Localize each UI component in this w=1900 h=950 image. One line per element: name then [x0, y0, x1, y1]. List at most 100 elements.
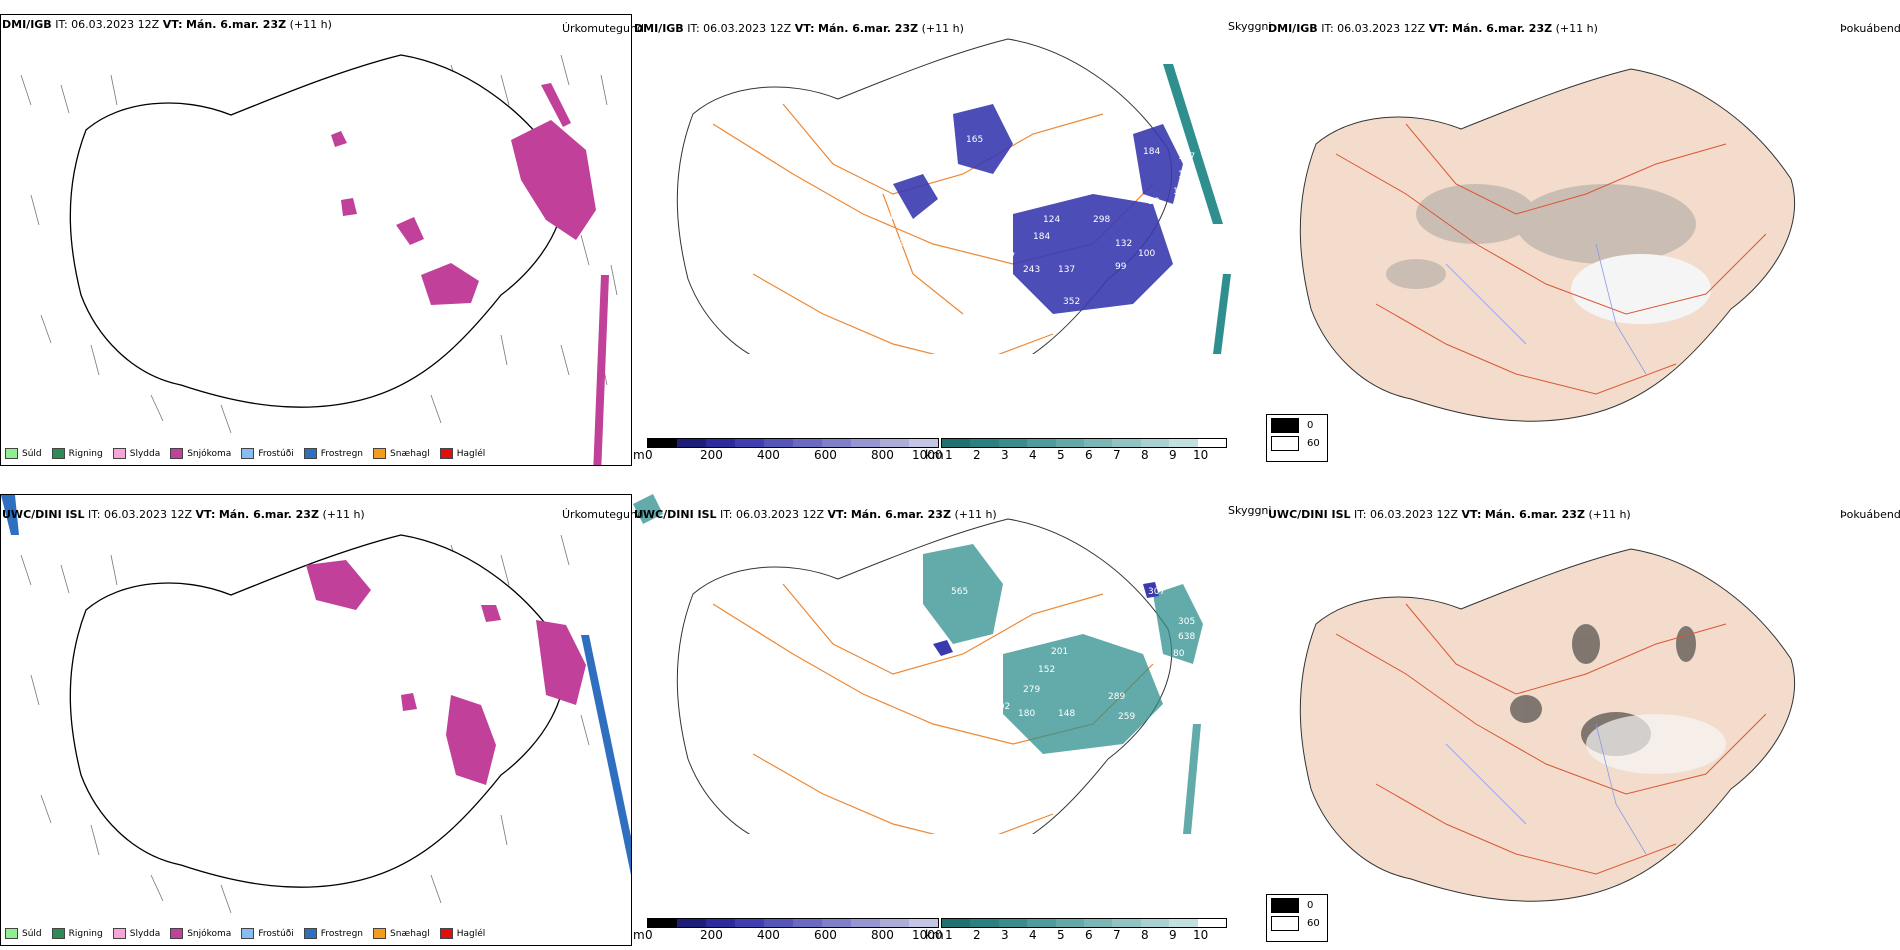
- road-network: [1335, 603, 1767, 875]
- cloud-label: 132: [1115, 239, 1132, 249]
- vt-label: VT:: [1428, 22, 1449, 35]
- colorbar-tick: 2: [973, 448, 981, 462]
- fog-panel-2: 0 60: [1266, 494, 1900, 946]
- legend-swatch: [5, 448, 18, 459]
- vt-value: Mán. 6.mar. 23Z: [186, 18, 287, 31]
- cloud-label: 243: [1023, 265, 1040, 275]
- colorbar-tick: 600: [814, 448, 837, 462]
- legend-label: Súld: [22, 448, 42, 459]
- vt-label: VT:: [162, 18, 183, 31]
- legend-label: Snjókoma: [187, 448, 232, 459]
- iceland-fill: [1299, 548, 1796, 902]
- road-network: [1335, 123, 1767, 395]
- snowfall-areas: [306, 560, 586, 785]
- it-label: IT:: [720, 508, 733, 521]
- colorbar-tick: 400: [757, 928, 780, 942]
- legend-item: Snæhagl: [373, 928, 430, 939]
- legend-label: Snæhagl: [390, 448, 430, 459]
- colorbar-tick: 6: [1085, 928, 1093, 942]
- rivers: [1445, 723, 1647, 855]
- cloud-label: 153: [955, 235, 972, 245]
- colorbar-tick: 9: [1169, 928, 1177, 942]
- cloud-label: 100: [1138, 249, 1155, 259]
- visibility-streak: [1163, 64, 1231, 354]
- freezing-rain-areas: [1, 495, 631, 875]
- legend-item: Frostúði: [241, 448, 294, 459]
- legend-item: Haglél: [439, 928, 486, 939]
- colorbar-tick: 10: [1193, 928, 1209, 942]
- legend-swatch: [241, 928, 255, 939]
- colorbar-tick: 3: [1001, 448, 1009, 462]
- model-name: UWC/DINI ISL: [1268, 508, 1351, 521]
- cloud-label: 148: [1058, 709, 1075, 719]
- glacier-area: [1571, 254, 1711, 324]
- legend-item: Frostregn: [303, 928, 363, 939]
- fog-key-value: 0: [1307, 900, 1314, 911]
- colorbar: [941, 438, 1227, 448]
- fog-key-swatch: [1271, 436, 1299, 451]
- fog-key-2: 0 60: [1266, 894, 1328, 942]
- legend-label: Haglél: [456, 928, 486, 939]
- iceland-outline: [676, 518, 1173, 834]
- fog-key-row: 0: [1271, 418, 1323, 433]
- colorbar-unit: m: [633, 928, 645, 942]
- legend-item: Snjókoma: [170, 448, 231, 459]
- model-name: DMI/IGB: [634, 22, 684, 35]
- colorbar-tick: 9: [1169, 448, 1177, 462]
- legend-swatch: [439, 448, 453, 459]
- legend-item: Rigning: [51, 928, 103, 939]
- lead-time: (+11 h): [289, 18, 332, 31]
- cloud-label: 184: [1033, 232, 1050, 242]
- cloud-label: 211: [898, 239, 915, 249]
- iceland-outline: [69, 534, 566, 888]
- colorbar-tick: 8: [1141, 448, 1149, 462]
- legend-swatch: [112, 928, 126, 939]
- colorbar-tick: 0: [645, 928, 653, 942]
- cloud-label: 298: [1093, 215, 1110, 225]
- legend-item: Slydda: [112, 928, 160, 939]
- fog-shading: [1386, 184, 1696, 289]
- cloud-base-colorbar-2: m 0 200 400 600 800 1000: [633, 918, 943, 946]
- colorbar-unit: km: [925, 448, 944, 462]
- it-value: 06.03.2023 12Z: [1370, 508, 1459, 521]
- panel-title-fog-2: Þokuábendi: [1840, 508, 1900, 521]
- cloud-label: 327: [998, 252, 1015, 262]
- legend-swatch: [51, 928, 65, 939]
- legend-label: Haglél: [456, 448, 486, 459]
- legend-swatch: [170, 448, 184, 459]
- cloud-label: 314: [883, 212, 900, 222]
- vt-value: Mán. 6.mar. 23Z: [1484, 508, 1585, 521]
- rivers: [1445, 243, 1647, 375]
- lead-time: (+11 h): [921, 22, 964, 35]
- legend-item: Frostúði: [241, 928, 294, 939]
- panel-title-precip-2: Úrkomutegund: [562, 508, 644, 521]
- legend-item: Slydda: [112, 448, 160, 459]
- cloud-panel-1: 165 116 314 211 153 124 184 293 184 298 …: [633, 14, 1265, 466]
- colorbar: [647, 438, 939, 448]
- cloud-label: 307: [1148, 587, 1165, 597]
- it-value: 06.03.2023 12Z: [104, 508, 193, 521]
- legend-item: Snjókoma: [170, 928, 231, 939]
- header-fog-1: DMI/IGB IT: 06.03.2023 12Z VT: Mán. 6.ma…: [1268, 22, 1598, 35]
- legend-swatch: [170, 928, 184, 939]
- colorbar-tick: 7: [1113, 448, 1121, 462]
- it-label: IT:: [1354, 508, 1367, 521]
- cloud-label: 165: [966, 135, 983, 145]
- lead-time: (+11 h): [954, 508, 997, 521]
- legend-item: Rigning: [51, 448, 103, 459]
- cloud-label: 137: [1058, 265, 1075, 275]
- cloud-label: 180: [1018, 709, 1035, 719]
- legend-swatch: [241, 448, 255, 459]
- colorbar-tick: 1: [945, 448, 953, 462]
- colorbar: [941, 918, 1227, 928]
- colorbar-tick: 5: [1057, 928, 1065, 942]
- vt-value: Mán. 6.mar. 23Z: [1452, 22, 1553, 35]
- panel-title-cloud-1: Skyggni: [1228, 20, 1272, 33]
- colorbar-tick: 3: [1001, 928, 1009, 942]
- legend-label: Snjókoma: [187, 928, 232, 939]
- header-precip-1: DMI/IGB IT: 06.03.2023 12Z VT: Mán. 6.ma…: [2, 18, 332, 31]
- it-label: IT:: [687, 22, 700, 35]
- colorbar-tick: 7: [1113, 928, 1121, 942]
- cloud-base-areas: [893, 104, 1183, 314]
- vt-value: Mán. 6.mar. 23Z: [818, 22, 919, 35]
